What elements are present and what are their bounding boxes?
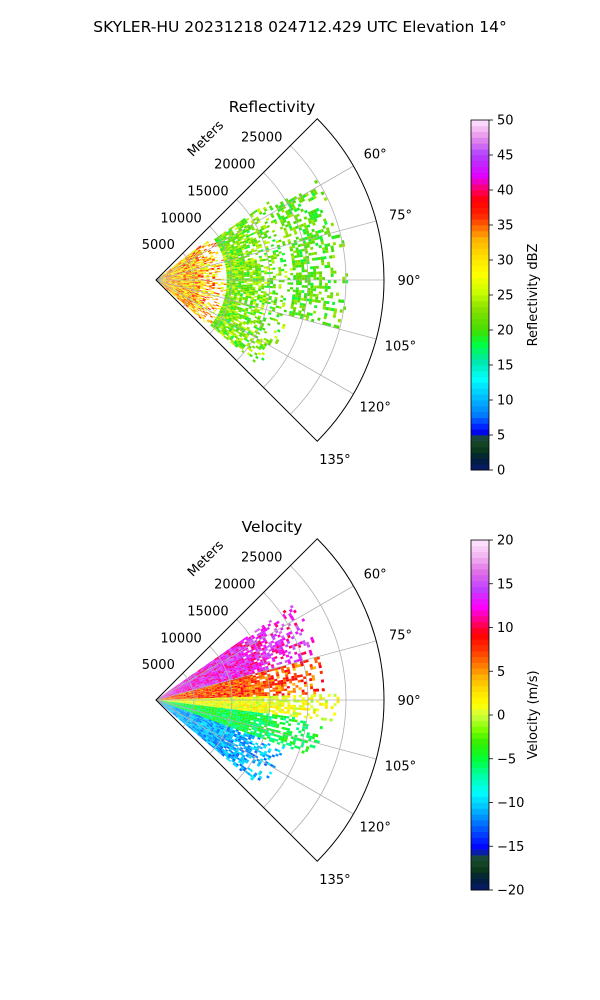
- velocity-field: [157, 604, 340, 781]
- reflectivity-range-tick-label: 25000: [241, 131, 282, 146]
- reflectivity-colorbar-tick-label: 10: [497, 394, 514, 409]
- reflectivity-colorbar-tick-label: 20: [497, 324, 514, 339]
- velocity-colorbar-tick-label: −10: [497, 796, 524, 811]
- reflectivity-panel: Reflectivity60°75°90°105°120°135°5000100…: [142, 98, 541, 479]
- reflectivity-sector-frame: [155, 118, 385, 442]
- reflectivity-colorbar-tick-label: 0: [497, 464, 505, 479]
- reflectivity-range-tick-label: 10000: [160, 211, 201, 226]
- reflectivity-range-tick-label: 15000: [187, 184, 228, 199]
- velocity-colorbar-tick-label: 0: [497, 709, 505, 724]
- reflectivity-colorbar-tick-label: 40: [497, 184, 514, 199]
- velocity-grid: [155, 565, 384, 835]
- velocity-colorbar-tick-label: −20: [497, 884, 524, 899]
- velocity-range-tick-label: 5000: [142, 658, 175, 673]
- velocity-range-tick-label: 25000: [241, 551, 282, 566]
- reflectivity-azimuth-tick-label: 120°: [360, 401, 391, 416]
- velocity-azimuth-tick-label: 135°: [319, 873, 350, 888]
- velocity-colorbar-tick-label: −15: [497, 840, 524, 855]
- velocity-panel: Velocity 60° 75° 90° 105° 120° 135° 5000 10000 15…: [142, 518, 541, 899]
- velocity-colorbar-tick-label: −5: [497, 752, 516, 767]
- reflectivity-azimuth-tick-label: 60°: [364, 147, 387, 162]
- reflectivity-colorbar-tick-label: 35: [497, 219, 514, 234]
- velocity-colorbar-tick-label: 5: [497, 665, 505, 680]
- panels: Reflectivity60°75°90°105°120°135°5000100…: [142, 98, 541, 899]
- velocity-colorbar-tick-label: 10: [497, 621, 514, 636]
- velocity-colorbar-tick-label: 15: [497, 577, 514, 592]
- reflectivity-colorbar: 0 5 10 15 20 25 30 35 40 45 50 Reflectivity dBZ: [470, 114, 541, 479]
- reflectivity-colorbar-tick-label: 5: [497, 429, 505, 444]
- reflectivity-colorbar-tick-label: 30: [497, 254, 514, 269]
- figure-suptitle: SKYLER-HU 20231218 024712.429 UTC Elevat…: [93, 18, 507, 36]
- velocity-range-tick-label: 20000: [214, 578, 255, 593]
- velocity-azimuth-tick-label: 75°: [389, 628, 412, 643]
- velocity-range-tick-label: 10000: [160, 631, 201, 646]
- velocity-azimuth-tick-label: 120°: [360, 821, 391, 836]
- velocity-range-axis-label: Meters: [185, 538, 227, 580]
- reflectivity-colorbar-tick-label: 50: [497, 114, 514, 129]
- velocity-colorbar-label: Velocity (m/s): [526, 670, 541, 759]
- reflectivity-grid: [155, 145, 384, 415]
- reflectivity-azimuth-tick-label: 75°: [389, 208, 412, 223]
- velocity-azimuth-tick-label: 60°: [364, 567, 387, 582]
- reflectivity-title: Reflectivity: [229, 98, 316, 116]
- reflectivity-field: [157, 179, 349, 363]
- velocity-azimuth-tick-label: 105°: [385, 760, 416, 775]
- reflectivity-azimuth-tick-label: 105°: [385, 340, 416, 355]
- reflectivity-azimuth-tick-label: 90°: [398, 274, 421, 289]
- velocity-azimuth-tick-label: 90°: [398, 694, 421, 709]
- reflectivity-colorbar-tick-label: 15: [497, 359, 514, 374]
- reflectivity-colorbar-tick-label: 45: [497, 149, 514, 164]
- velocity-sector-frame: [155, 538, 385, 862]
- reflectivity-range-axis-label: Meters: [185, 118, 227, 160]
- reflectivity-colorbar-tick-label: 25: [497, 289, 514, 304]
- velocity-range-tick-label: 15000: [187, 604, 228, 619]
- velocity-colorbar-tick-label: 20: [497, 534, 514, 549]
- reflectivity-azimuth-tick-label: 135°: [319, 453, 350, 468]
- reflectivity-range-tick-label: 20000: [214, 158, 255, 173]
- velocity-title: Velocity: [242, 518, 303, 536]
- reflectivity-range-tick-label: 5000: [142, 238, 175, 253]
- reflectivity-colorbar-label: Reflectivity dBZ: [526, 244, 541, 347]
- velocity-colorbar: −20 −15 −10 −5 0 5 10 15 20 Velocity (m/s): [470, 534, 541, 899]
